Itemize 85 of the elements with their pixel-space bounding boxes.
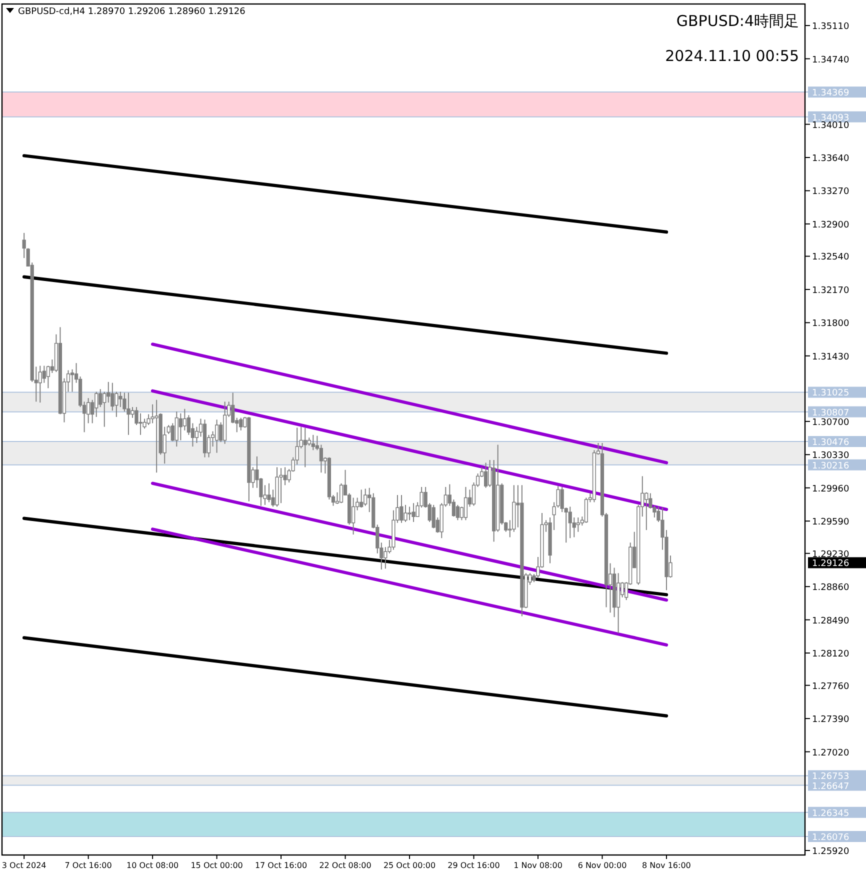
- candlestick: [126, 392, 130, 436]
- y-tick-label: 1.32900: [812, 220, 850, 230]
- x-tick-label: 6 Nov 00:00: [578, 861, 627, 870]
- candlestick: [279, 468, 283, 504]
- ref-line-label: 1.30216: [812, 461, 850, 472]
- y-tick-label: 1.27020: [812, 748, 850, 758]
- candlestick: [464, 486, 468, 521]
- candlestick: [178, 412, 182, 441]
- candlestick: [110, 382, 114, 412]
- y-tick-label: 1.34010: [812, 120, 850, 131]
- x-tick-label: 8 Nov 16:00: [642, 861, 691, 870]
- candlestick: [239, 417, 243, 431]
- candlestick: [214, 419, 219, 454]
- annotation: 2024.11.10 00:55: [665, 47, 799, 65]
- y-tick-label: 1.28120: [812, 650, 850, 660]
- ref-line-label: 1.26753: [812, 772, 850, 782]
- candlestick: [311, 434, 315, 451]
- ref-line-label: 1.30476: [812, 438, 850, 448]
- candlestick: [576, 516, 580, 532]
- y-tick-label: 1.30330: [812, 451, 850, 462]
- x-tick-label: 17 Oct 16:00: [254, 861, 308, 870]
- x-tick-label: 22 Oct 08:00: [319, 861, 372, 870]
- candlestick: [432, 504, 436, 529]
- candlestick: [456, 504, 460, 521]
- candlestick: [568, 506, 572, 539]
- candlestick: [644, 492, 648, 531]
- candlestick: [400, 494, 404, 524]
- candlestick: [70, 368, 74, 392]
- candlestick: [283, 466, 287, 486]
- text: GBPUSD:4時間足: [676, 12, 799, 30]
- candlestick: [360, 489, 364, 508]
- x-tick-label: 25 Oct 00:00: [383, 861, 436, 870]
- candlestick: [352, 497, 356, 536]
- y-tick-label: 1.31800: [812, 319, 850, 330]
- candlestick: [114, 391, 118, 418]
- candlestick: [38, 365, 42, 404]
- y-tick-label: 1.34740: [812, 55, 850, 66]
- y-tick-label: 1.27760: [812, 682, 850, 692]
- candlestick: [138, 412, 142, 436]
- price-tag: 1.29126: [808, 557, 866, 570]
- ref-line-label: 1.26345: [812, 808, 850, 819]
- y-tick-label: 1.31430: [812, 352, 850, 362]
- candlestick: [319, 444, 323, 474]
- candlestick: [154, 399, 158, 474]
- x-tick-label: 29 Oct 16:00: [448, 861, 500, 870]
- candlestick: [384, 546, 388, 570]
- y-tick-label: 1.33640: [812, 154, 850, 164]
- y-tick-label: 1.32540: [812, 252, 850, 263]
- y-tick-label: 1.29590: [812, 518, 850, 528]
- y-tick-label: 1.30700: [812, 418, 850, 428]
- y-tick-label: 1.28860: [812, 583, 850, 594]
- candlestick: [231, 392, 235, 424]
- ref-line-label: 1.31025: [812, 388, 850, 399]
- chart-title: GBPUSD-cd,H4 1.28970 1.29206 1.28960 1.29126: [18, 7, 246, 17]
- candlestick: [22, 232, 26, 259]
- x-tick-label: 10 Oct 08:00: [126, 861, 179, 870]
- candlestick: [364, 488, 368, 506]
- candlestick: [408, 506, 412, 521]
- ref-line-label: 1.34369: [812, 88, 850, 99]
- candlestick: [584, 497, 588, 524]
- candlestick: [118, 391, 122, 408]
- ref-line-label: 1.30807: [812, 408, 850, 418]
- candlestick: [484, 462, 488, 488]
- x-tick-label: 3 Oct 2024: [2, 861, 46, 870]
- x-tick-label: 15 Oct 00:00: [190, 861, 243, 870]
- candlestick: [174, 411, 178, 448]
- y-tick-label: 1.32170: [812, 286, 850, 296]
- candlestick: [404, 504, 408, 522]
- y-tick-label: 1.27390: [812, 715, 850, 726]
- candlestick: [339, 482, 344, 504]
- y-tick-label: 1.35110: [812, 22, 850, 32]
- y-tick-label: 1.28490: [812, 616, 850, 626]
- y-tick-label: 1.33270: [812, 187, 850, 198]
- candlestick: [412, 502, 416, 522]
- candlestick: [182, 408, 186, 431]
- ref-line-label: 1.26076: [812, 833, 850, 844]
- candlestick: [303, 427, 307, 468]
- candlestick: [102, 391, 106, 428]
- y-tick-label: 1.25920: [812, 847, 850, 858]
- candlestick: [98, 388, 102, 408]
- candlestick: [267, 482, 271, 503]
- x-tick-label: 7 Oct 16:00: [64, 861, 112, 870]
- x-tick-label: 1 Nov 08:00: [514, 861, 562, 870]
- ref-line-label: 1.26647: [812, 782, 850, 792]
- y-tick-label: 1.29960: [812, 484, 850, 494]
